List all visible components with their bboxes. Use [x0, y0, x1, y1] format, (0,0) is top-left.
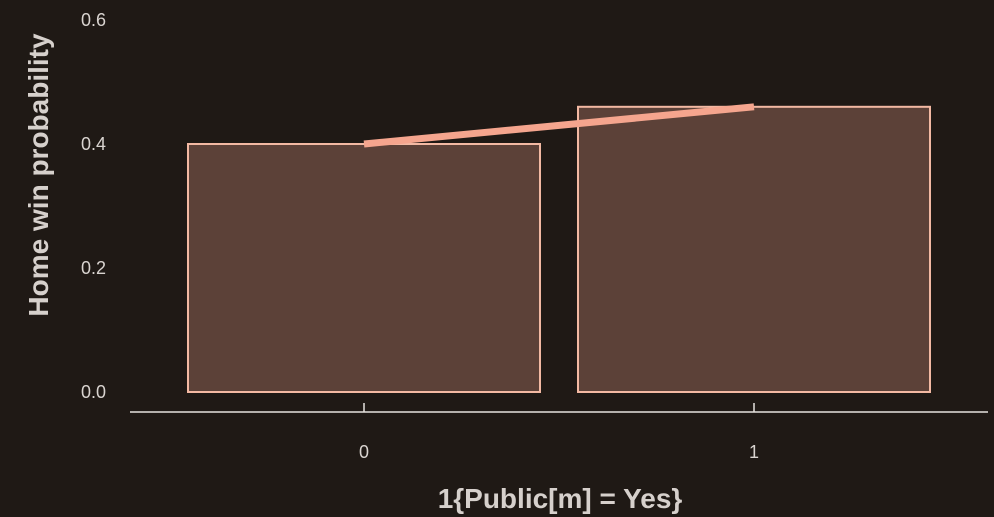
y-tick-label-0.2: 0.2	[81, 258, 106, 278]
y-axis-title: Home win probability	[23, 33, 54, 317]
bars-layer	[187, 105, 931, 394]
trend-line	[363, 103, 755, 148]
y-tick-label-0.4: 0.4	[81, 134, 106, 154]
bar-0	[187, 143, 541, 393]
x-tick-label-0: 0	[359, 442, 369, 462]
x-tick-label-1: 1	[749, 442, 759, 462]
bar-1	[577, 105, 931, 394]
y-tick-label-0.6: 0.6	[81, 10, 106, 30]
x-axis-title: 1{Public[m] = Yes}	[438, 483, 683, 514]
axes-layer: 0 1 0.0 0.2 0.4 0.6	[81, 10, 988, 462]
trend-line-layer	[363, 103, 755, 148]
y-tick-label-0.0: 0.0	[81, 382, 106, 402]
